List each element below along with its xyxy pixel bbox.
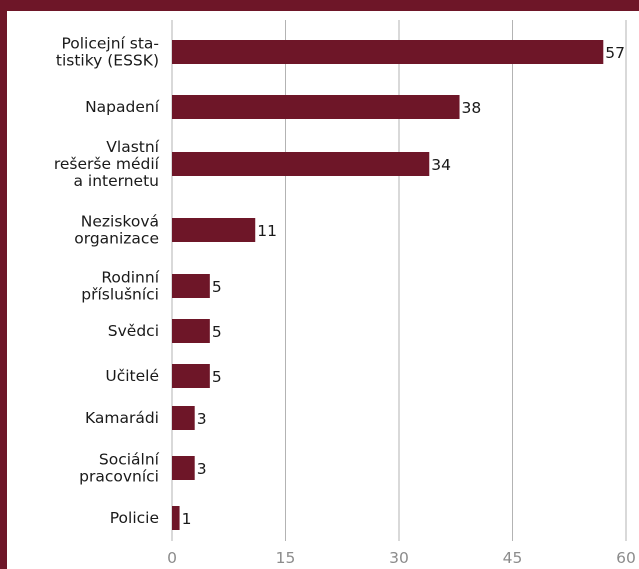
x-tick-label: 30 [389,549,409,567]
category-label: Nezisková organizace [74,213,159,248]
category-label-line: Napadení [85,98,160,116]
bar [172,364,210,388]
data-label: 3 [197,460,207,478]
bar [172,218,256,242]
bar [172,319,210,343]
category-label: Policie [110,509,159,527]
category-label-line: organizace [74,230,159,248]
data-label: 5 [212,278,222,296]
x-tick-label: 15 [276,549,296,567]
category-label-line: rešerše médií [54,155,160,173]
category-label: Učitelé [105,367,159,385]
data-label: 5 [212,368,222,386]
category-label: Policejní sta-tistiky (ESSK) [56,35,159,70]
x-tick-label: 0 [167,549,177,567]
bar-layer [172,40,604,530]
data-label: 5 [212,323,222,341]
bar [172,152,430,176]
bar [172,406,195,430]
bar [172,95,460,119]
label-layer: 57 Policejní sta-tistiky (ESSK) 38 Napadení… [54,35,625,529]
category-label-line: příslušníci [81,286,159,304]
category-label: Rodinní příslušníci [81,269,159,304]
data-label: 11 [257,222,277,240]
category-label: Vlastní rešerše médií a internetu [54,138,160,190]
category-label: Svědci [108,322,159,340]
category-label: Sociální pracovníci [79,451,160,486]
x-tick-label: 60 [616,549,636,567]
category-label: Napadení [85,98,160,116]
data-label: 3 [197,410,207,428]
category-label-line: Učitelé [105,367,159,385]
data-label: 38 [462,99,482,117]
tick-layer: 0 15 30 45 60 [167,549,636,567]
category-label-line: Kamarádi [85,409,159,427]
left-border [0,0,7,569]
category-label-line: tistiky (ESSK) [56,52,159,70]
category-label-line: pracovníci [79,468,159,486]
data-label: 57 [605,44,625,62]
category-label-line: Policejní sta- [61,35,159,53]
category-label-line: Vlastní [106,138,159,156]
category-label-line: a internetu [73,172,159,190]
bar [172,506,180,530]
x-tick-label: 45 [503,549,523,567]
bar [172,274,210,298]
category-label-line: Policie [110,509,159,527]
category-label-line: Sociální [99,451,160,469]
data-label: 1 [182,510,192,528]
category-label: Kamarádi [85,409,159,427]
category-label-line: Nezisková [81,213,159,231]
bar [172,456,195,480]
bar [172,40,604,64]
category-label-line: Svědci [108,322,159,340]
data-label: 34 [431,156,451,174]
category-label-line: Rodinní [101,269,159,287]
top-band [0,0,639,11]
